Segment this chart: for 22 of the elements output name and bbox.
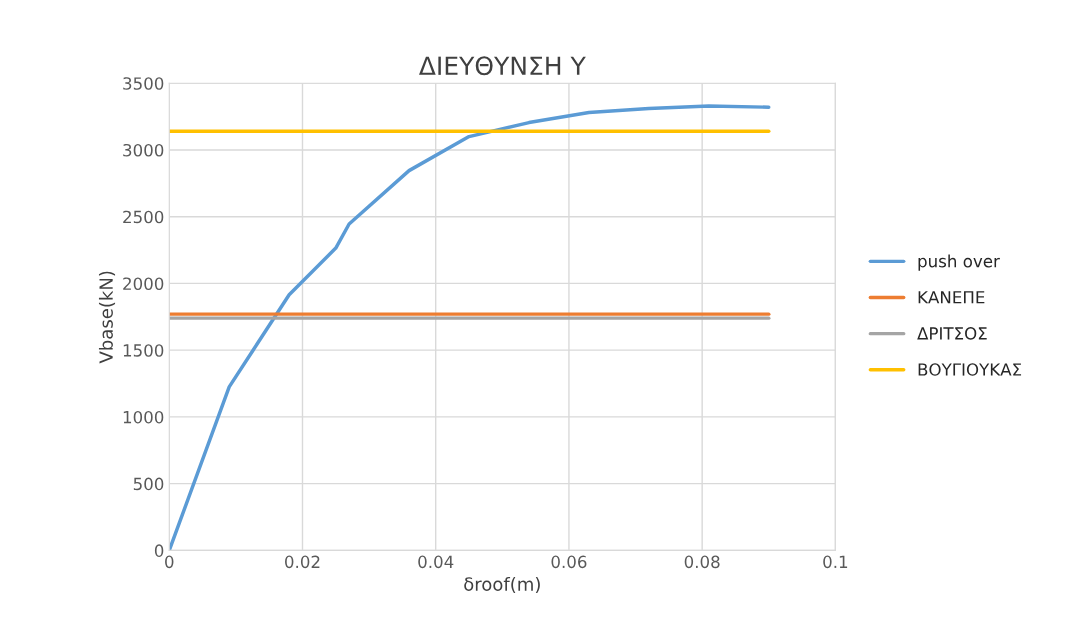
x-tick-label: 0.08 [684,555,720,569]
y-tick-label: 1000 [123,410,164,424]
x-tick-label: 0 [165,555,174,569]
y-tick-label: 2000 [123,277,164,290]
y-tick-label: 1500 [123,344,164,357]
chart-title: ΔΙΕΥΘΥΝΣΗ Υ [419,56,586,76]
y-axis-title: Vbase(kN) [98,271,116,364]
line-series [169,104,771,551]
y-tick-label: 500 [133,477,164,491]
legend-label: push over [918,254,1000,271]
x-tick-label: 0.04 [418,555,454,569]
x-tick-label: 0.06 [551,555,587,569]
y-tick-label: 0 [154,544,164,557]
x-tick-label: 0.02 [285,555,320,569]
legend-label: ΔΡΙΤΣΟΣ [917,327,987,340]
y-tick-label: 3000 [123,143,164,157]
x-tick-label: 0.1 [823,555,848,569]
x-axis-title: δroof(m) [464,576,540,594]
y-tick-label: 2500 [123,210,164,224]
y-tick-label: 3500 [123,77,164,90]
legend-label: ΒΟΥΓΙΟΥΚΑΣ [918,363,1022,376]
legend-label: ΚΑΝΕΠΕ [918,291,985,304]
